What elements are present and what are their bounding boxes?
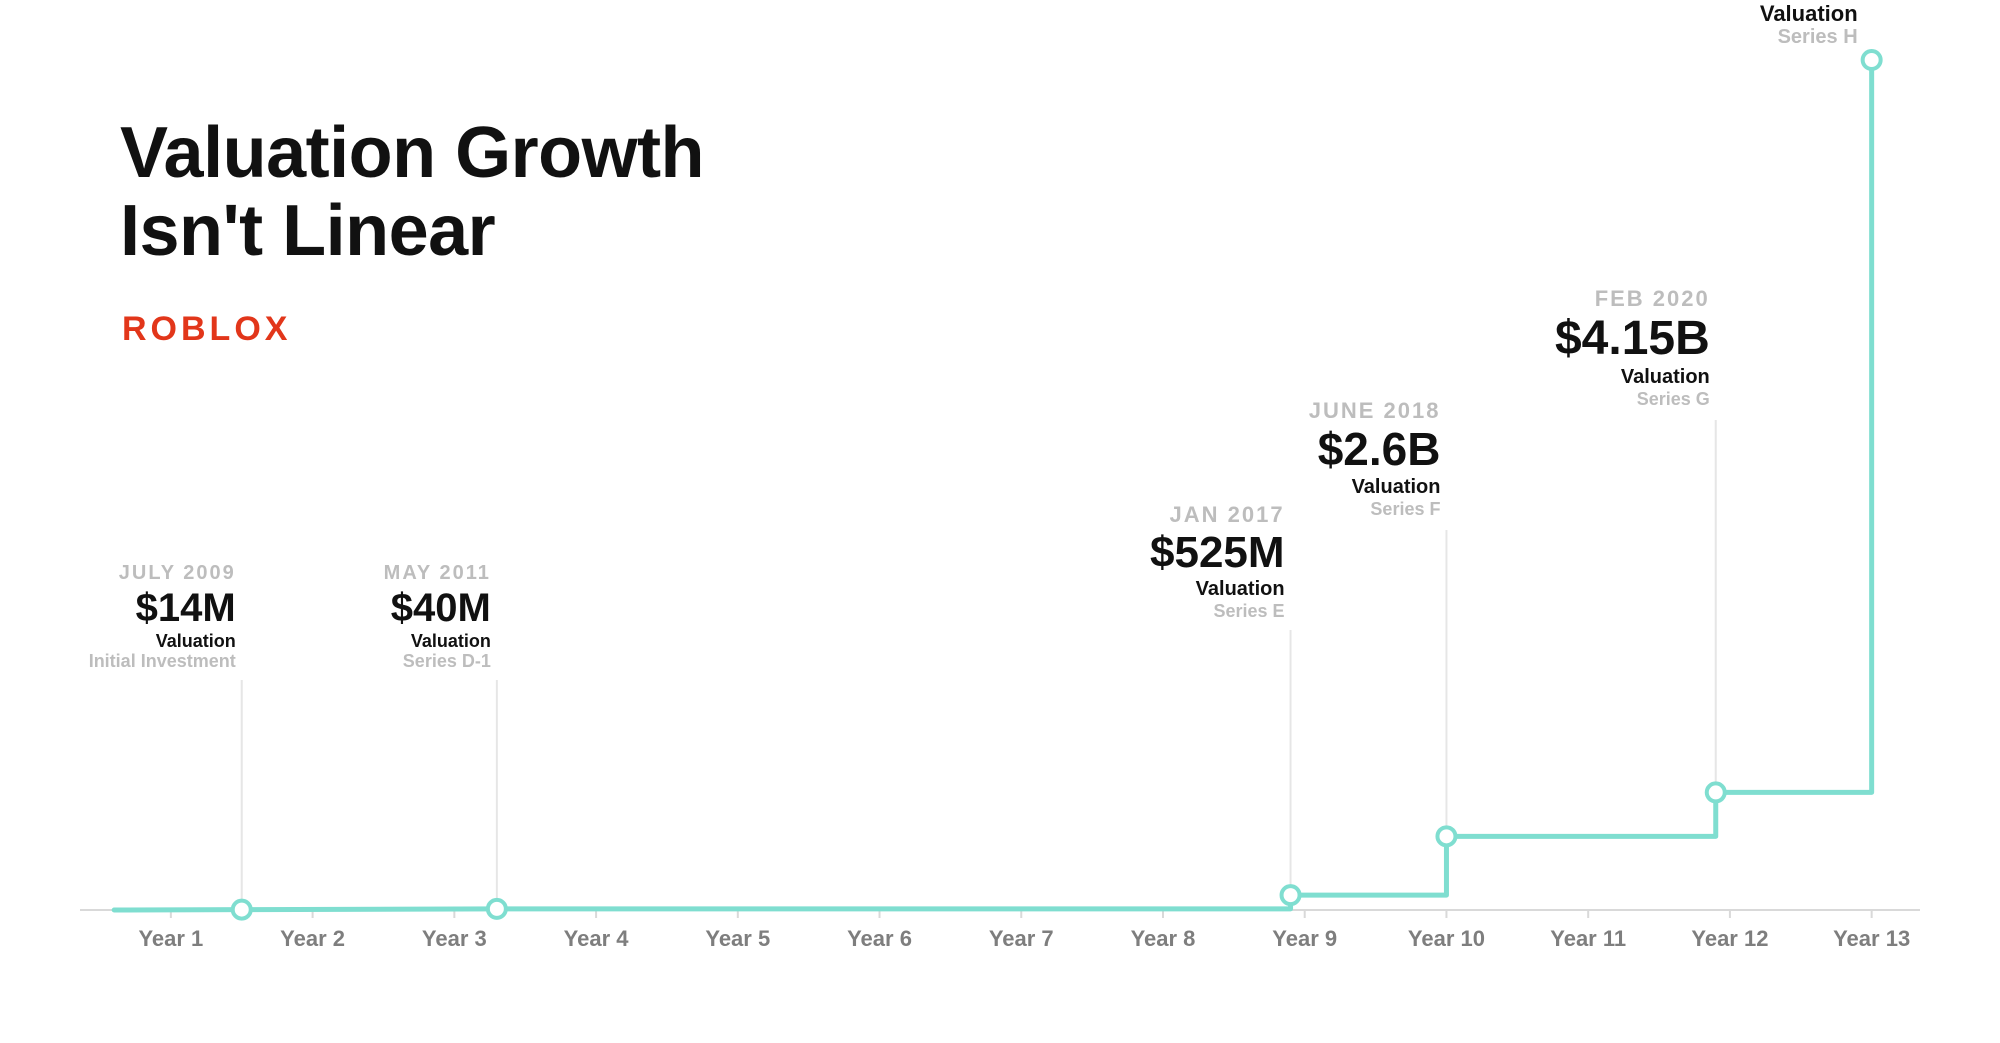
- x-tick-label: Year 13: [1833, 926, 1910, 952]
- x-tick-label: Year 6: [847, 926, 912, 952]
- annotation-valuation-label: Valuation: [1729, 1, 1858, 26]
- x-tick-label: Year 3: [422, 926, 487, 952]
- annotation-valuation-label: Valuation: [1309, 476, 1441, 499]
- annotation-valuation-label: Valuation: [1555, 366, 1710, 389]
- annotation-date: JAN 2017: [1150, 502, 1285, 527]
- x-tick-label: Year 8: [1131, 926, 1196, 952]
- x-tick-label: Year 12: [1691, 926, 1768, 952]
- chart-stage: { "layout": { "width": 2000, "height": 1…: [0, 0, 2000, 1043]
- valuation-annotation: JULY 2009$14MValuationInitial Investment: [89, 562, 236, 672]
- annotation-amount: $4.15B: [1555, 311, 1710, 366]
- annotation-amount: $2.6B: [1309, 423, 1441, 476]
- x-tick-label: Year 7: [989, 926, 1054, 952]
- annotation-date: JULY 2009: [89, 562, 236, 585]
- x-tick-label: Year 5: [705, 926, 770, 952]
- annotation-date: JUNE 2018: [1309, 398, 1441, 423]
- x-tick-label: Year 10: [1408, 926, 1485, 952]
- valuation-annotation: JUNE 2018$2.6BValuationSeries F: [1309, 398, 1441, 520]
- x-tick-label: Year 4: [564, 926, 629, 952]
- annotation-valuation-label: Valuation: [1150, 578, 1285, 601]
- annotation-series: Series D-1: [384, 651, 491, 672]
- x-tick-label: Year 1: [138, 926, 203, 952]
- valuation-annotation: MAY 2011$40MValuationSeries D-1: [384, 562, 491, 672]
- annotation-series: Series F: [1309, 499, 1441, 520]
- annotation-series: Initial Investment: [89, 651, 236, 672]
- annotation-date: MAY 2011: [384, 562, 491, 585]
- valuation-annotation: FEB 2020$4.15BValuationSeries G: [1555, 286, 1710, 410]
- x-tick-label: Year 11: [1550, 926, 1626, 952]
- annotation-series: Series H: [1729, 26, 1858, 49]
- annotation-series: Series E: [1150, 601, 1285, 622]
- annotation-amount: $525M: [1150, 528, 1285, 579]
- valuation-annotation: JAN 2017$525MValuationSeries E: [1150, 502, 1285, 622]
- annotation-valuation-label: Valuation: [384, 631, 491, 652]
- x-tick-label: Year 9: [1272, 926, 1337, 952]
- annotation-amount: $14M: [89, 585, 236, 631]
- valuation-annotation: JAN 2021$30BValuationSeries H: [1729, 0, 1858, 49]
- valuation-chart: [0, 0, 2000, 1043]
- annotation-date: FEB 2020: [1555, 286, 1710, 311]
- annotation-series: Series G: [1555, 389, 1710, 410]
- x-tick-label: Year 2: [280, 926, 345, 952]
- annotation-valuation-label: Valuation: [89, 631, 236, 652]
- annotation-amount: $40M: [384, 585, 491, 631]
